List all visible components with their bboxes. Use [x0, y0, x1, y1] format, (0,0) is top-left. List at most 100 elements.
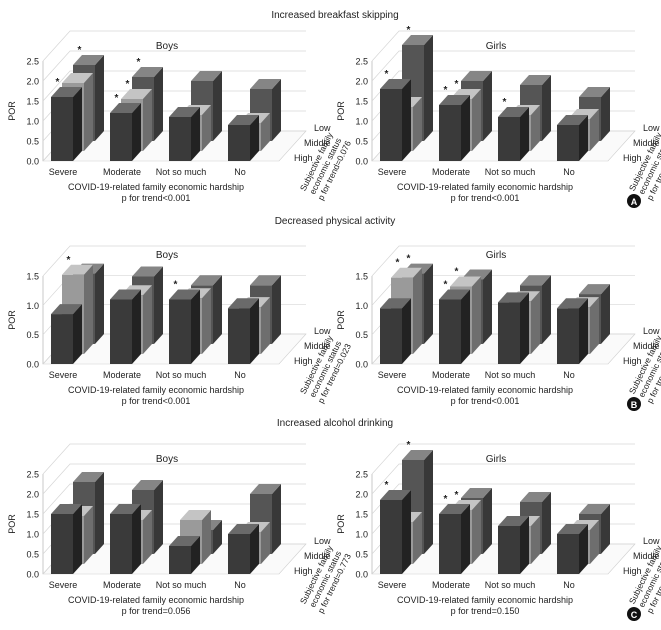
bar-high-not-so-much [498, 292, 529, 364]
bar-front [380, 308, 402, 364]
bar-top [250, 275, 281, 286]
significance-marker: * [455, 79, 459, 90]
bar-front [498, 526, 520, 574]
depth-label-middle: Middle [304, 341, 331, 351]
bar-side [424, 450, 433, 554]
chart-title: Girls [486, 41, 507, 52]
category-label: Moderate [432, 167, 470, 177]
significance-marker: * [385, 69, 389, 80]
bar-side [154, 67, 163, 141]
significance-marker: * [455, 267, 459, 278]
gridline [42, 245, 306, 277]
depth-label-high: High [294, 153, 313, 163]
bar-side [84, 264, 93, 354]
bar-top [461, 488, 492, 498]
bar-side [413, 97, 422, 151]
x-axis-title: COVID-19-related family economic hardshi… [397, 182, 573, 192]
bar-top [250, 79, 281, 89]
bar-top [110, 289, 141, 300]
y-axis-label: POR [336, 101, 346, 121]
y-tick-label: 0.5 [26, 137, 39, 147]
x-axis-title: COVID-19-related family economic hardshi… [397, 595, 573, 605]
significance-marker: * [444, 494, 448, 505]
bar-side [579, 115, 588, 161]
bar-side [531, 516, 540, 564]
bar-side [95, 472, 104, 554]
bar-front [169, 117, 191, 161]
bar-side [424, 263, 433, 344]
gridline [371, 463, 635, 495]
bar-top [169, 107, 200, 117]
bar-top [51, 304, 82, 315]
depth-label-high: High [623, 356, 642, 366]
y-tick-label: 2.5 [26, 57, 39, 67]
bar-high-moderate [439, 95, 470, 161]
bar-side [95, 55, 104, 141]
bar-side [132, 103, 141, 161]
y-tick-label: 2.0 [355, 490, 368, 500]
bar-top [121, 89, 152, 99]
category-label: Severe [378, 167, 407, 177]
gridline [371, 50, 635, 82]
y-tick-label: 1.0 [26, 117, 39, 127]
significance-marker: * [444, 85, 448, 96]
bar-side [483, 71, 492, 141]
x-axis-trend: p for trend<0.001 [451, 193, 520, 203]
bar-top [391, 267, 422, 278]
bar-side [531, 291, 540, 354]
section-title-alcohol: Increased alcohol drinking [277, 418, 393, 429]
category-label: Severe [378, 580, 407, 590]
bar-front [228, 534, 250, 574]
category-label: Moderate [103, 370, 141, 380]
panel-badge-c: C [627, 607, 641, 621]
chart-physical-girls: 0.0 0.5 1.0 1.5 Girls POR * * * * Severe Moderate No… [336, 245, 661, 406]
bar-side [261, 113, 270, 151]
section-title-physical: Decreased physical activity [275, 216, 396, 227]
bar-high-no [228, 524, 259, 574]
bar-high-severe [380, 490, 411, 574]
gridline [42, 70, 306, 102]
bar-front [439, 299, 461, 364]
depth-label-low: Low [314, 536, 331, 546]
y-tick-label: 0.0 [355, 360, 368, 370]
y-tick-label: 0.5 [355, 550, 368, 560]
bar-high-no [228, 298, 259, 364]
bar-side [73, 504, 82, 574]
category-label: No [234, 167, 246, 177]
category-label: Not so much [485, 167, 536, 177]
bar-side [542, 492, 551, 554]
bar-top [169, 289, 200, 300]
y-tick-label: 0.5 [355, 137, 368, 147]
bar-side [272, 484, 281, 554]
bar-high-severe [51, 504, 82, 574]
significance-marker: * [78, 45, 82, 56]
depth-label-low: Low [643, 536, 660, 546]
bar-top [228, 115, 259, 125]
category-label: No [563, 167, 575, 177]
bar-high-moderate [110, 103, 141, 161]
bar-high-severe [51, 87, 82, 161]
bar-side [542, 75, 551, 141]
y-tick-label: 1.0 [355, 301, 368, 311]
bar-side [261, 522, 270, 564]
bar-top [228, 524, 259, 534]
bar-side [424, 35, 433, 141]
depth-label-middle: Middle [633, 138, 660, 148]
y-tick-label: 1.0 [355, 117, 368, 127]
bar-side [154, 266, 163, 344]
significance-marker: * [407, 254, 411, 265]
chart-title: Boys [156, 454, 178, 465]
gridline [42, 50, 306, 82]
bar-top [191, 275, 222, 286]
significance-marker: * [407, 25, 411, 36]
depth-label-middle: Middle [304, 551, 331, 561]
bar-high-moderate [110, 504, 141, 574]
bar-top [402, 450, 433, 460]
significance-marker: * [126, 79, 130, 90]
bar-side [531, 105, 540, 151]
bar-side [520, 107, 529, 161]
x-axis-trend: p for trend<0.001 [122, 396, 191, 406]
bar-top [450, 276, 481, 287]
category-label: Not so much [156, 167, 207, 177]
section-title-breakfast: Increased breakfast skipping [271, 10, 398, 21]
